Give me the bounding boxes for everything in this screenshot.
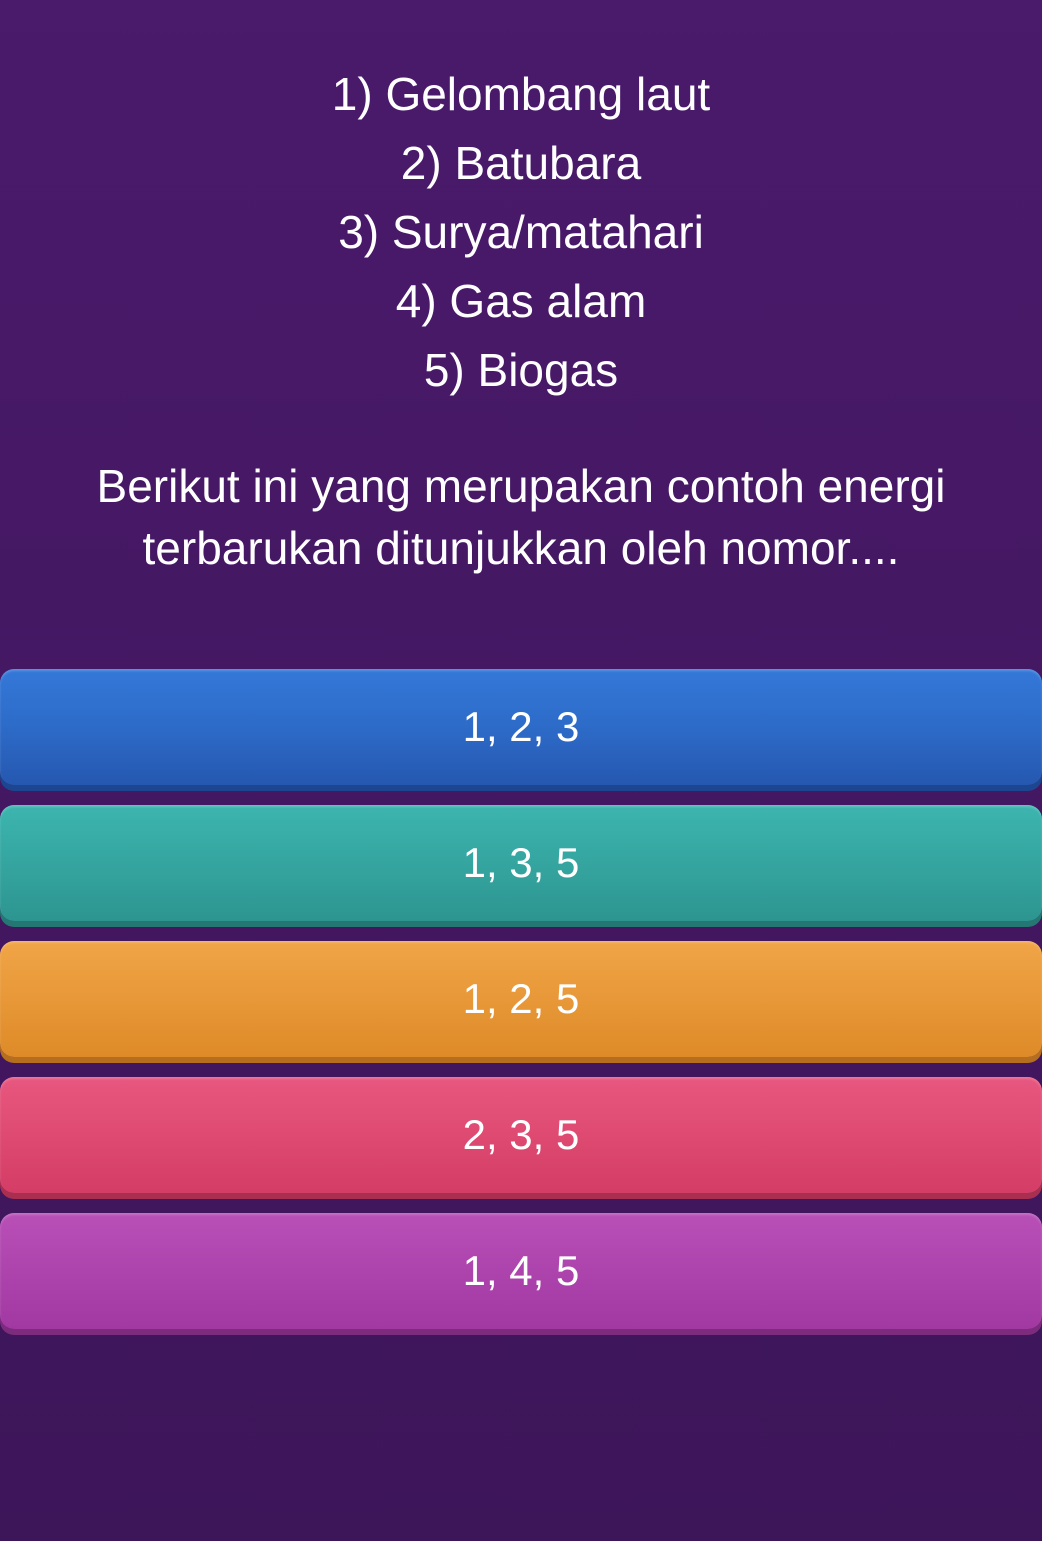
- question-list: 1) Gelombang laut 2) Batubara 3) Surya/m…: [30, 60, 1012, 405]
- question-area: 1) Gelombang laut 2) Batubara 3) Surya/m…: [0, 0, 1042, 619]
- answer-option-3[interactable]: 1, 2, 5: [0, 941, 1042, 1057]
- answer-label: 2, 3, 5: [463, 1111, 580, 1159]
- answer-label: 1, 2, 3: [463, 703, 580, 751]
- list-item: 5) Biogas: [30, 336, 1012, 405]
- answer-label: 1, 2, 5: [463, 975, 580, 1023]
- list-item: 1) Gelombang laut: [30, 60, 1012, 129]
- answer-label: 1, 4, 5: [463, 1247, 580, 1295]
- answer-label: 1, 3, 5: [463, 839, 580, 887]
- list-item: 4) Gas alam: [30, 267, 1012, 336]
- answer-option-5[interactable]: 1, 4, 5: [0, 1213, 1042, 1329]
- question-prompt: Berikut ini yang merupakan contoh energi…: [30, 455, 1012, 579]
- answer-option-1[interactable]: 1, 2, 3: [0, 669, 1042, 785]
- answer-option-2[interactable]: 1, 3, 5: [0, 805, 1042, 921]
- list-item: 3) Surya/matahari: [30, 198, 1012, 267]
- list-item: 2) Batubara: [30, 129, 1012, 198]
- answer-option-4[interactable]: 2, 3, 5: [0, 1077, 1042, 1193]
- answers-area: 1, 2, 3 1, 3, 5 1, 2, 5 2, 3, 5 1, 4, 5: [0, 619, 1042, 1329]
